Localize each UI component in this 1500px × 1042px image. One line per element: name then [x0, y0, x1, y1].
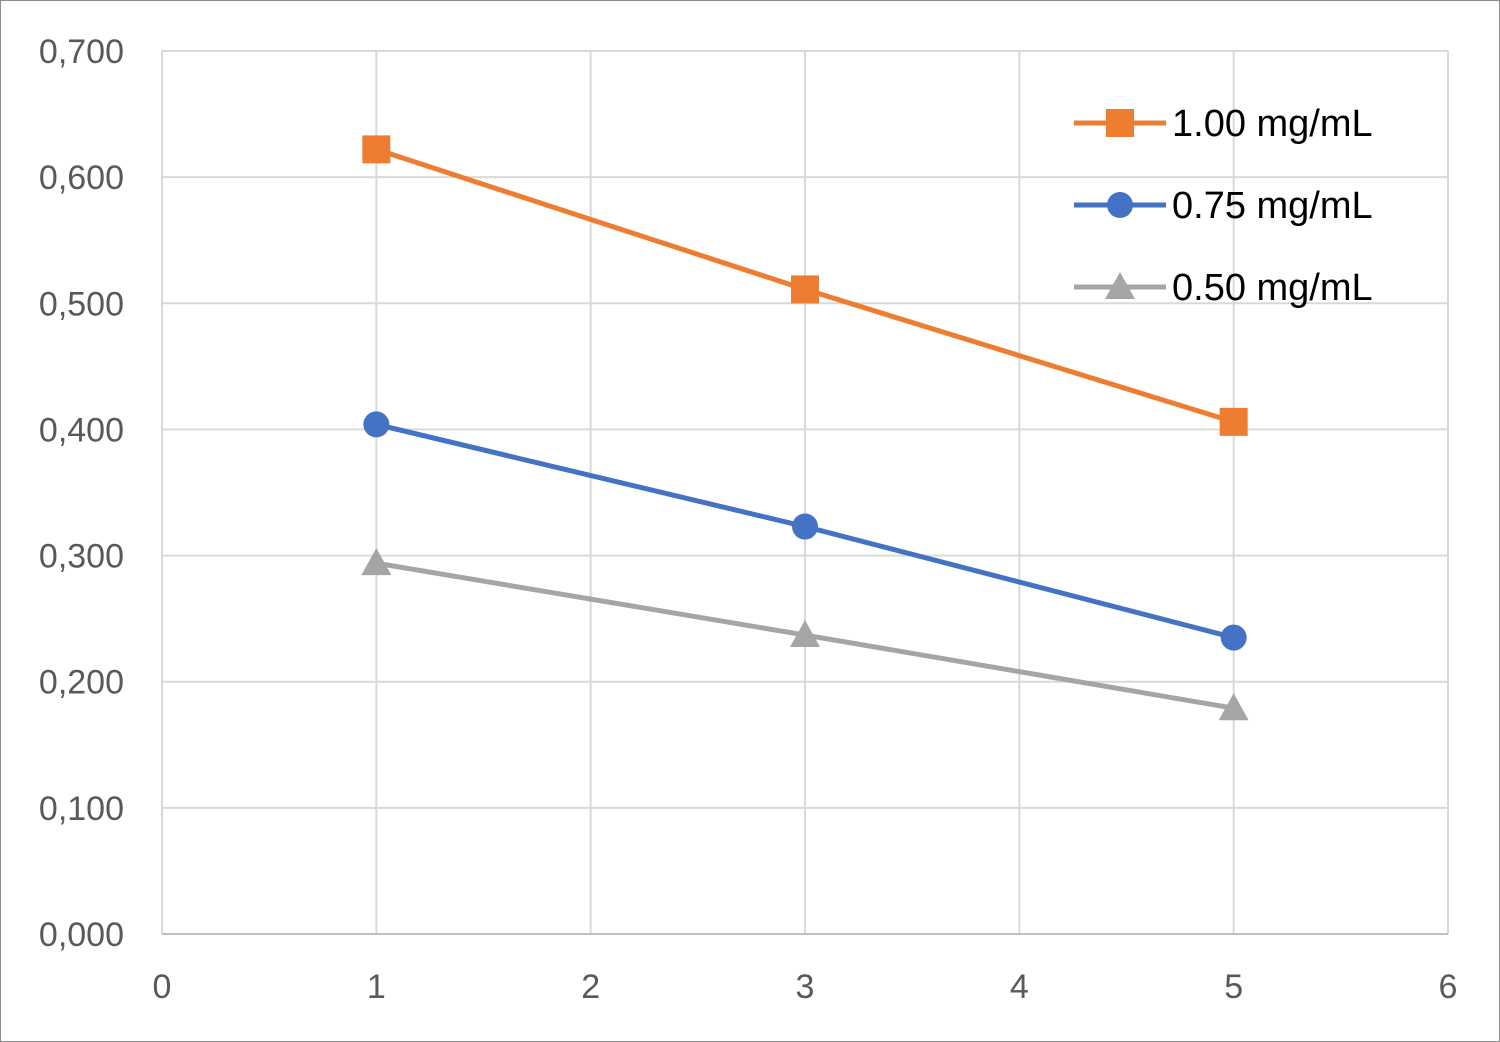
y-tick-label: 0,300 [39, 538, 124, 576]
x-tick-label: 5 [1224, 968, 1243, 1006]
y-tick-label: 0,100 [39, 790, 124, 828]
data-point-triangle [361, 548, 392, 576]
axes [161, 51, 1448, 935]
x-tick-label: 2 [581, 968, 600, 1006]
data-point-triangle [1218, 693, 1249, 721]
tick-labels: 0,000 0,100 0,200 0,300 0,400 0,500 0,600 0,700… [39, 33, 1458, 1006]
legend-marker-triangle [1105, 272, 1135, 299]
data-point-triangle [790, 620, 820, 648]
x-tick-label: 6 [1439, 968, 1458, 1006]
x-tick-label: 4 [1010, 968, 1029, 1006]
data-point-circle [792, 513, 818, 540]
legend-label-triangle: 0.50 mg/mL [1172, 267, 1373, 309]
x-tick-label: 3 [796, 968, 815, 1006]
legend: 1.00 mg/mL 0.75 mg/mL 0.50 mg/mL [1074, 103, 1373, 309]
y-tick-label: 0,700 [39, 33, 124, 71]
gridlines [162, 50, 1449, 934]
legend-label-circle: 0.75 mg/mL [1172, 185, 1373, 227]
y-tick-label: 0,500 [39, 285, 124, 323]
data-point-square [791, 275, 819, 304]
series-group [361, 135, 1249, 721]
data-point-square [1219, 407, 1248, 436]
legend-label-square: 1.00 mg/mL [1172, 103, 1373, 145]
data-point-circle [1220, 624, 1247, 651]
x-tick-label: 1 [367, 968, 386, 1006]
data-point-circle [363, 411, 390, 438]
y-tick-label: 0,400 [39, 411, 124, 449]
data-point-square [362, 135, 391, 164]
x-tick-label: 0 [153, 968, 172, 1006]
legend-marker-circle [1107, 192, 1133, 218]
y-tick-label: 0,200 [39, 664, 124, 702]
y-tick-label: 0,000 [39, 916, 124, 954]
legend-marker-square [1106, 109, 1134, 137]
y-tick-label: 0,600 [39, 159, 124, 197]
